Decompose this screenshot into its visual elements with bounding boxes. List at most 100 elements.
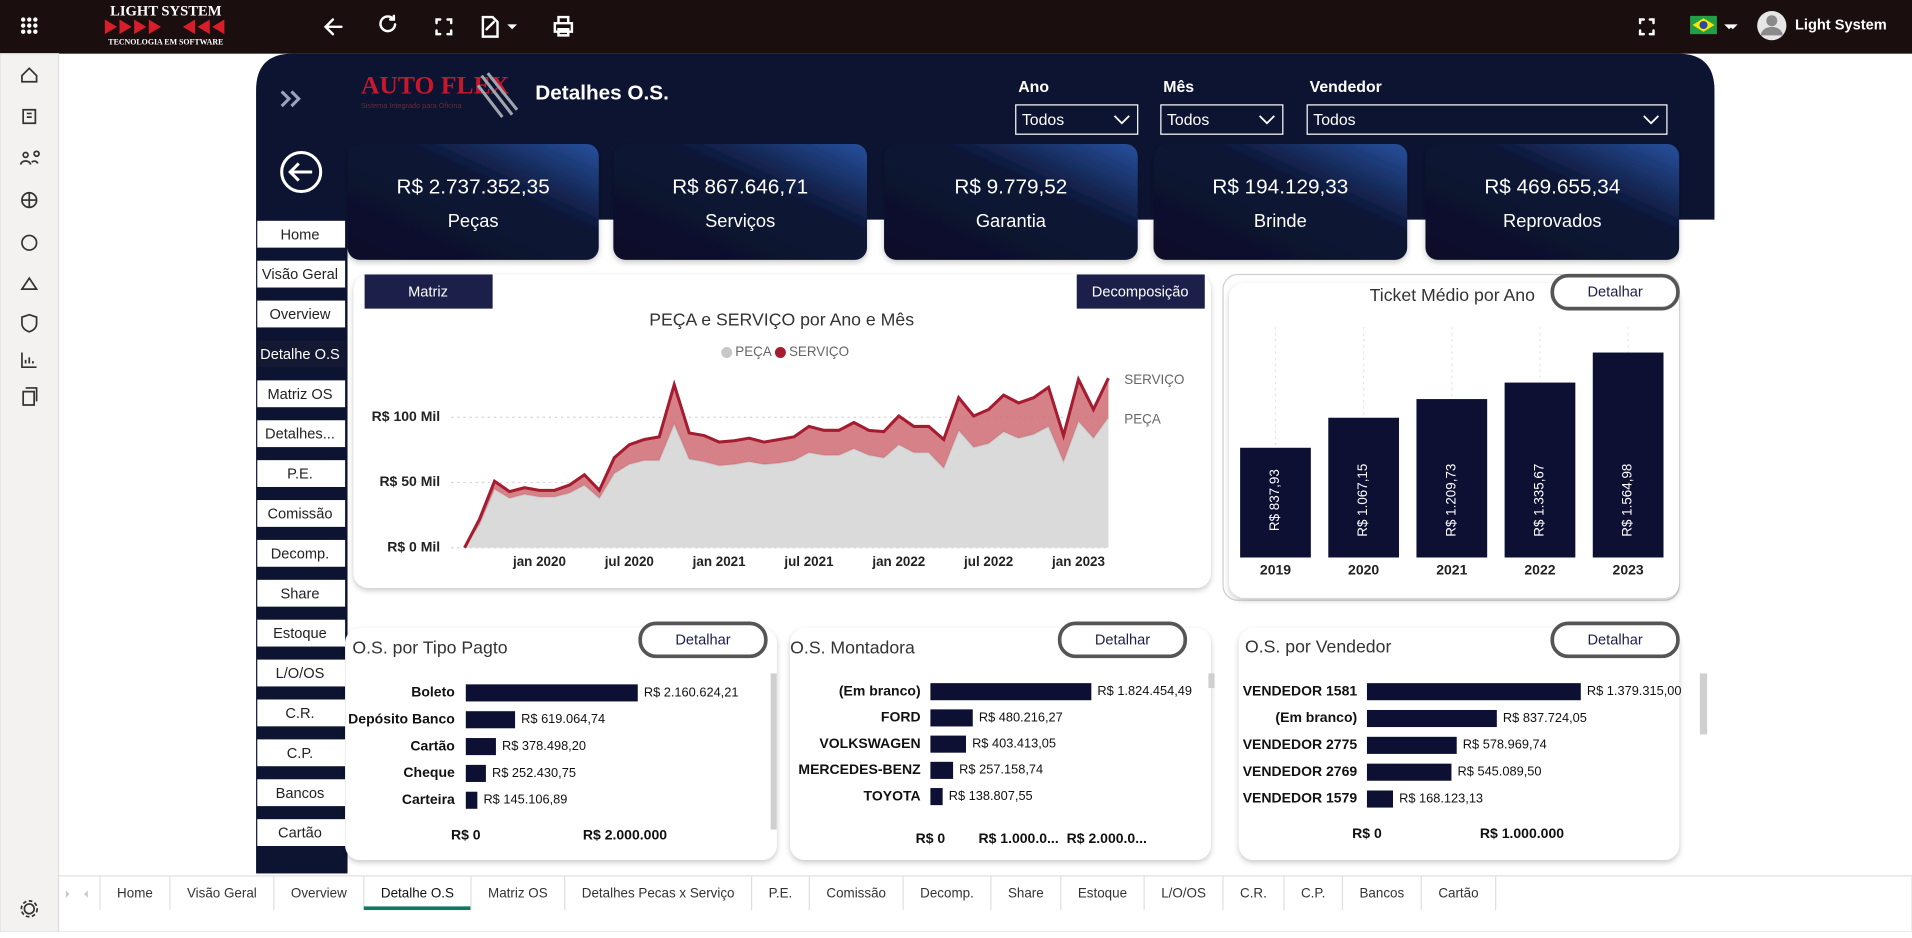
nav-button[interactable]: Matriz OS (257, 380, 346, 408)
back-button[interactable] (323, 18, 343, 36)
filter-value[interactable]: Todos (1022, 112, 1064, 129)
detalhar-button[interactable]: Detalhar (1550, 273, 1680, 311)
page-tab[interactable]: Share (1008, 886, 1044, 901)
page-tab[interactable]: P.E. (769, 886, 793, 901)
detalhar-bg[interactable] (1057, 621, 1188, 659)
back-page-button[interactable] (280, 150, 323, 194)
page-tab[interactable]: Home (117, 886, 153, 901)
page-tab[interactable]: C.P. (1301, 886, 1325, 901)
nav-button-bg[interactable] (257, 739, 346, 767)
page-tab[interactable]: Overview (291, 886, 347, 901)
filter-value[interactable]: Todos (1167, 112, 1209, 129)
page-tab[interactable]: Estoque (1078, 886, 1127, 901)
nav-button-bg[interactable] (257, 619, 346, 647)
nav-button[interactable]: Share (257, 579, 346, 607)
nav-button-label[interactable]: Detalhe O.S (260, 347, 340, 363)
nav-button-label[interactable]: Decomp. (271, 546, 330, 562)
scrollbar[interactable] (1699, 673, 1708, 735)
nav-button[interactable]: Visão Geral (257, 260, 346, 288)
page-tab[interactable]: Detalhe O.S (381, 886, 454, 901)
page-tab[interactable]: Detalhes Pecas x Serviço (582, 886, 735, 901)
expand-icon[interactable] (280, 90, 301, 108)
nav-button-bg[interactable] (257, 380, 346, 408)
nav-button-bg[interactable] (257, 659, 346, 687)
nav-button-label[interactable]: L/O/OS (276, 666, 325, 682)
filter-dropdown[interactable]: Todos (1160, 104, 1284, 135)
nav-button[interactable]: Decomp. (257, 539, 346, 567)
page-tab[interactable]: Matriz OS (488, 886, 548, 901)
nav-button-bg[interactable] (257, 699, 346, 727)
nav-button-bg[interactable] (257, 819, 346, 847)
metrics-icon[interactable] (21, 352, 37, 369)
language-flag[interactable] (1690, 15, 1717, 35)
nav-button[interactable]: Estoque (257, 619, 346, 647)
chevron[interactable] (1258, 115, 1275, 125)
scrollbar[interactable] (770, 673, 777, 830)
nav-button-label[interactable]: Home (280, 227, 319, 243)
page-tab[interactable]: Visão Geral (187, 886, 257, 901)
nav-button[interactable]: C.R. (257, 699, 346, 727)
chevron[interactable] (1643, 115, 1660, 125)
detalhar-label[interactable]: Detalhar (1095, 632, 1150, 648)
user-avatar[interactable] (1757, 10, 1787, 41)
nav-button-bg[interactable] (257, 539, 346, 567)
edit-button[interactable] (481, 15, 499, 38)
detalhar-label[interactable]: Detalhar (675, 632, 730, 648)
page-tab[interactable]: Decomp. (920, 886, 974, 901)
page-tab[interactable]: C.R. (1240, 886, 1267, 901)
detalhar-button[interactable]: Detalhar (1550, 621, 1680, 659)
filter-value[interactable]: Todos (1313, 112, 1355, 129)
nav-button-label[interactable]: C.P. (287, 746, 314, 762)
nav-button-label[interactable]: Matriz OS (267, 387, 332, 403)
azure-icon[interactable] (20, 276, 39, 290)
matriz-button[interactable]: Matriz (364, 274, 493, 309)
app-launcher[interactable] (20, 17, 38, 34)
nav-button-label[interactable]: Detalhes... (265, 427, 335, 443)
filter-dropdown[interactable]: Todos (1306, 104, 1668, 135)
nav-button-bg[interactable] (257, 260, 346, 288)
filter-box[interactable] (1306, 104, 1668, 135)
nav-button-bg[interactable] (257, 500, 346, 527)
workspace-icon[interactable] (22, 108, 37, 125)
detalhar-bg[interactable] (638, 621, 768, 659)
nav-button[interactable]: Home (257, 220, 346, 248)
page-tab[interactable]: Comissão (826, 886, 886, 901)
filter-box[interactable] (1160, 104, 1284, 135)
nav-button[interactable]: Comissão (257, 500, 346, 527)
nav-button-label[interactable]: Cartão (278, 826, 322, 842)
focus-button[interactable] (1638, 18, 1655, 36)
nav-button-bg[interactable] (257, 220, 346, 248)
pages-icon[interactable] (22, 387, 38, 406)
nav-button[interactable]: Detalhes... (257, 420, 346, 448)
refresh-button[interactable] (379, 14, 397, 33)
nav-button-label[interactable]: Estoque (273, 626, 327, 642)
fullscreen-button[interactable] (435, 18, 453, 36)
detalhar-bg[interactable] (1550, 273, 1680, 311)
nav-button-label[interactable]: P.E. (287, 467, 313, 483)
detalhar-label[interactable]: Detalhar (1587, 632, 1642, 648)
security-icon[interactable] (21, 313, 38, 333)
nav-button-bg[interactable] (257, 300, 346, 328)
palette-icon[interactable] (21, 234, 38, 251)
nav-button-bg[interactable] (257, 420, 346, 448)
nav-button-bg[interactable] (257, 460, 346, 487)
filter-box[interactable] (1015, 104, 1139, 135)
home-icon[interactable] (21, 67, 38, 83)
detalhar-button[interactable]: Detalhar (638, 621, 768, 659)
nav-button-bg[interactable] (257, 340, 346, 368)
detalhar-button[interactable]: Detalhar (1057, 621, 1188, 659)
print-button[interactable] (553, 15, 574, 37)
nav-button-label[interactable]: C.R. (285, 706, 314, 722)
user-name[interactable]: Light System (1795, 17, 1887, 33)
people-icon[interactable] (19, 150, 40, 165)
detalhar-bg[interactable] (1550, 621, 1680, 659)
page-tab[interactable]: Bancos (1359, 886, 1404, 901)
settings-icon[interactable] (23, 903, 35, 915)
decomposicao-button[interactable]: Decomposição (1076, 274, 1205, 309)
detalhar-label[interactable]: Detalhar (1587, 285, 1642, 301)
scrollbar[interactable] (1208, 673, 1215, 689)
filter-dropdown[interactable]: Todos (1015, 104, 1139, 135)
chevron[interactable] (1113, 115, 1130, 125)
nav-button[interactable]: Overview (257, 300, 346, 328)
nav-button-bg[interactable] (257, 779, 346, 807)
